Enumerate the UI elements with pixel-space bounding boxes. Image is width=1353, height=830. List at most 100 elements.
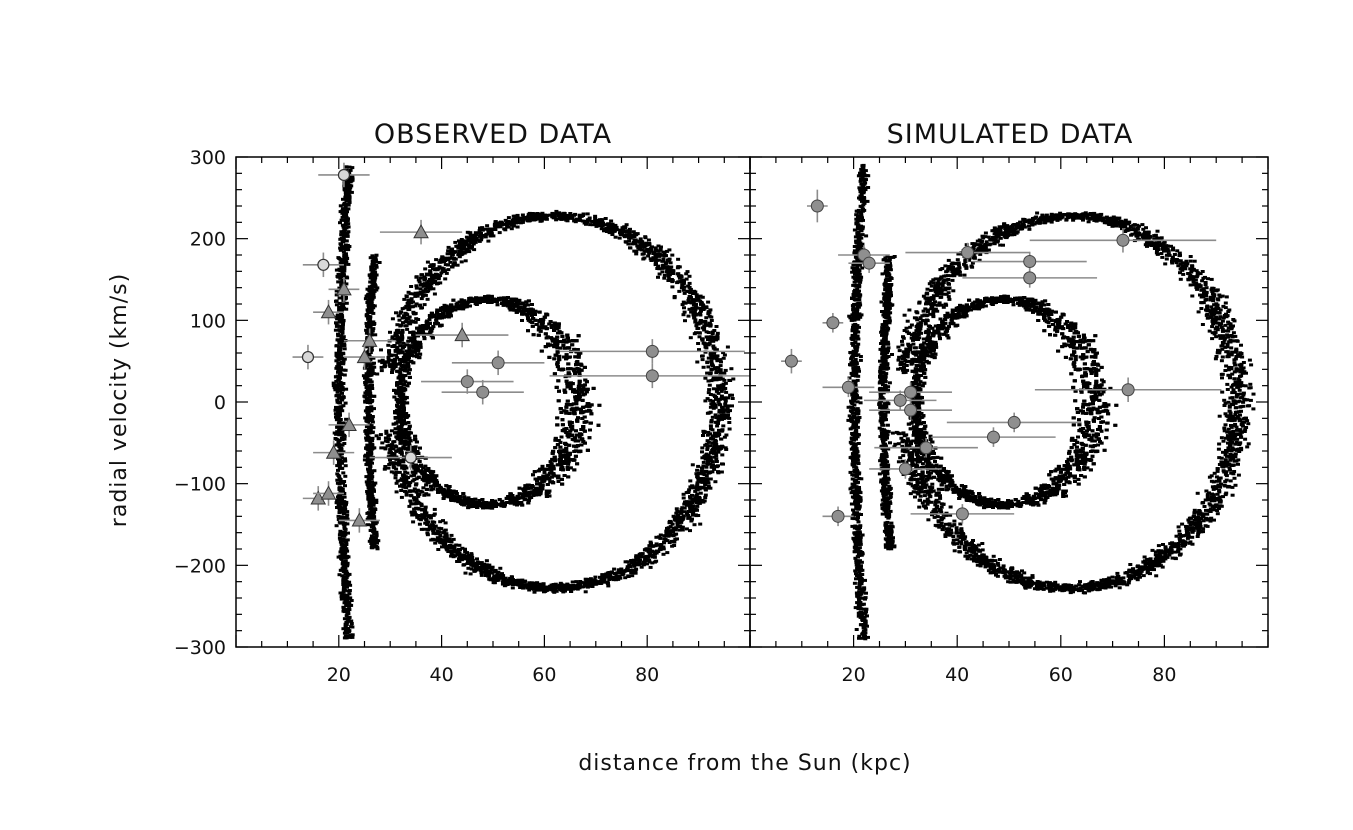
simulation-particle [337,296,342,300]
simulation-particle [401,406,406,410]
simulation-particle [528,491,533,495]
simulation-particle [444,484,449,488]
simulation-particle [705,433,710,437]
simulation-particle [346,225,351,229]
simulation-particle [365,443,370,447]
simulation-particle [562,409,567,413]
simulation-particle [337,520,342,524]
simulation-particle [339,556,343,560]
simulation-particle [555,365,560,369]
simulation-particle [526,498,531,502]
simulation-particle [572,436,577,440]
simulation-particle [533,491,538,495]
simulation-particle [347,188,352,192]
simulation-particle [446,486,451,490]
simulation-particle [339,265,344,269]
simulation-particle [368,471,373,475]
simulation-particle [656,249,661,253]
simulation-particle [337,466,342,470]
simulation-particle [368,425,373,429]
simulation-particle [398,418,402,422]
simulation-particle [350,625,355,629]
simulation-particle [435,310,440,314]
simulation-particle [563,390,568,394]
simulation-particle [454,492,459,496]
simulation-particle [394,362,399,366]
simulation-particle [585,448,590,452]
simulation-particle [342,504,347,508]
simulation-particle [366,495,371,499]
simulation-particle [505,501,510,504]
simulation-particle [372,501,376,505]
simulation-particle [423,464,428,468]
simulation-particle [337,421,342,425]
simulation-particle [437,483,441,487]
simulation-particle [368,305,373,309]
simulation-particle [566,435,571,439]
simulation-particle [341,481,346,485]
simulation-particle [349,190,354,194]
simulation-particle [548,320,553,324]
simulation-particle [331,381,336,385]
simulation-particle [575,390,580,394]
simulation-particle [577,395,582,398]
simulation-particle [514,497,519,501]
simulation-particle [514,502,519,505]
simulation-particle [557,457,562,461]
simulation-particle [410,354,414,357]
simulation-particle [373,258,378,262]
simulation-particle [343,219,348,223]
simulation-particle [555,217,560,221]
simulation-particle [367,416,371,420]
simulation-particle [370,420,375,424]
simulation-particle [369,331,374,335]
simulation-particle [572,458,577,462]
simulation-particle [339,372,344,376]
simulation-particle [422,471,427,475]
simulation-particle [539,325,544,329]
simulation-particle [446,315,451,319]
simulation-particle [337,275,342,279]
simulation-particle [417,464,422,468]
simulation-particle [406,365,411,369]
simulation-particle [548,467,553,471]
simulation-particle [338,369,343,372]
simulation-particle [448,490,453,493]
simulation-particle [566,346,571,350]
simulation-particle [368,441,373,445]
simulation-particle [515,299,520,302]
simulation-particle [339,334,344,338]
simulation-particle [519,501,524,504]
simulation-particle [562,455,567,459]
simulation-particle [524,300,529,304]
simulation-particle [535,482,540,486]
simulation-particle [343,205,348,208]
simulation-particle [556,326,561,330]
simulation-particle [363,365,368,368]
simulation-particle [369,512,373,516]
simulation-particle [338,376,342,380]
simulation-particle [372,507,377,511]
simulation-particle [566,455,571,459]
simulation-particle [375,541,379,545]
simulation-particle [406,355,411,359]
simulation-particle [349,179,354,183]
simulation-particle [347,608,352,612]
simulation-particle [336,555,341,559]
simulation-particle [407,424,412,428]
simulation-particle [344,239,349,243]
simulation-particle [370,439,375,443]
simulation-particle [555,335,560,339]
simulation-particle [508,498,513,502]
simulation-particle [495,303,500,307]
simulation-particle [402,481,407,485]
simulation-particle [406,421,411,424]
simulation-particle [370,387,375,390]
simulation-particle [582,415,587,419]
simulation-particle [389,429,394,433]
simulation-particle [413,468,418,471]
simulation-particle [374,530,379,534]
simulation-particle [372,532,377,536]
simulation-particle [342,347,347,351]
